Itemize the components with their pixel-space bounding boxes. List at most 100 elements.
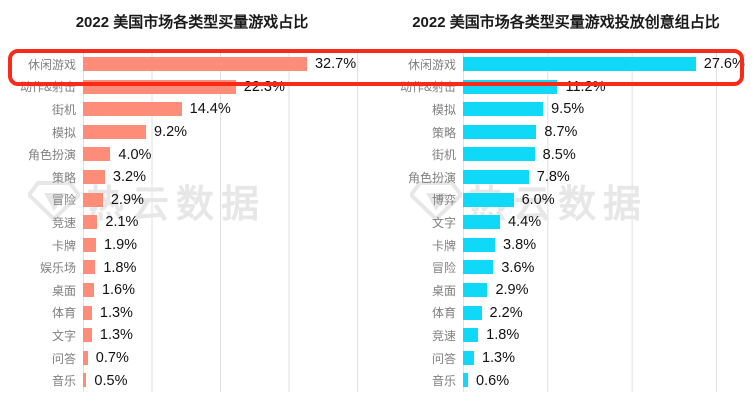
category-label: 文字 bbox=[51, 328, 76, 343]
bar-row: 策略 3.2% bbox=[6, 166, 378, 189]
bar bbox=[463, 237, 496, 252]
bar-track: 1.3% bbox=[463, 347, 716, 370]
bar-track: 32.7% bbox=[83, 53, 357, 76]
plot-area-right: 热云数据 休闲游戏 27.6% 动作&射击 11.2% 模拟 9.5% 策略 8.7% 街机 8.… bbox=[378, 53, 754, 392]
bar bbox=[463, 373, 469, 388]
bar-row: 音乐 0.5% bbox=[6, 369, 378, 392]
bar-rows-right: 休闲游戏 27.6% 动作&射击 11.2% 模拟 9.5% 策略 8.7% 街机 8.5% 角色扮… bbox=[378, 53, 754, 392]
bar-row: 动作&射击 11.2% bbox=[378, 76, 754, 99]
category-label: 动作&射击 bbox=[19, 80, 76, 95]
bar-row: 文字 4.4% bbox=[378, 211, 754, 234]
category-label: 体育 bbox=[51, 306, 76, 321]
chart-title-right: 2022 美国市场各类型买量游戏投放创意组占比 bbox=[412, 14, 720, 31]
bar-row: 策略 8.7% bbox=[378, 121, 754, 144]
bar bbox=[463, 57, 696, 71]
bar-row: 桌面 1.6% bbox=[6, 279, 378, 302]
value-label: 6.0% bbox=[521, 191, 555, 208]
category-label: 竞速 bbox=[431, 328, 456, 343]
value-label: 1.8% bbox=[486, 327, 520, 344]
value-label: 1.3% bbox=[99, 304, 133, 321]
value-label: 2.9% bbox=[110, 191, 144, 208]
bar-row: 动作&射击 22.3% bbox=[6, 76, 378, 99]
bar-track: 6.0% bbox=[463, 189, 716, 212]
value-label: 14.4% bbox=[189, 101, 231, 118]
plot-area-left: 热云数据 休闲游戏 32.7% 动作&射击 22.3% 街机 14.4% 模拟 9.2% 角色扮… bbox=[6, 53, 378, 392]
bar-row: 模拟 9.5% bbox=[378, 98, 754, 121]
bar bbox=[463, 124, 537, 139]
bar bbox=[463, 260, 494, 275]
category-label: 模拟 bbox=[51, 125, 76, 140]
chart-title-left: 2022 美国市场各类型买量游戏占比 bbox=[75, 14, 309, 31]
bar-track: 4.0% bbox=[83, 143, 357, 166]
bar-track: 8.5% bbox=[463, 143, 716, 166]
bar bbox=[83, 147, 111, 162]
value-label: 3.2% bbox=[112, 169, 146, 186]
bar-track: 3.2% bbox=[83, 166, 357, 189]
bar-row: 体育 1.3% bbox=[6, 302, 378, 325]
value-label: 0.7% bbox=[95, 350, 129, 367]
value-label: 4.0% bbox=[118, 146, 152, 163]
category-label: 博弈 bbox=[431, 193, 456, 208]
bar bbox=[463, 215, 501, 230]
category-label: 卡牌 bbox=[431, 238, 456, 253]
bar-track: 1.8% bbox=[83, 256, 357, 279]
value-label: 1.8% bbox=[103, 259, 137, 276]
bar-row: 街机 14.4% bbox=[6, 98, 378, 121]
category-label: 音乐 bbox=[431, 374, 456, 389]
bar-track: 27.6% bbox=[463, 53, 745, 76]
bar-track: 8.7% bbox=[463, 121, 716, 144]
category-label: 角色扮演 bbox=[27, 148, 76, 163]
bar-row: 卡牌 3.8% bbox=[378, 234, 754, 257]
bar-track: 14.4% bbox=[83, 98, 357, 121]
value-label: 3.8% bbox=[503, 237, 537, 254]
bar-row: 文字 1.3% bbox=[6, 324, 378, 347]
value-label: 2.1% bbox=[105, 214, 139, 231]
bar bbox=[83, 169, 105, 184]
category-label: 策略 bbox=[431, 125, 456, 140]
bar-row: 休闲游戏 32.7% bbox=[6, 53, 378, 76]
bar-row: 博弈 6.0% bbox=[378, 189, 754, 212]
bar bbox=[83, 192, 103, 207]
category-label: 角色扮演 bbox=[407, 170, 456, 185]
category-label: 街机 bbox=[431, 148, 456, 163]
bar-track: 3.6% bbox=[463, 256, 716, 279]
chart-game-share: 2022 美国市场各类型买量游戏占比 热云数据 休闲游戏 32.7% 动作&射击 22… bbox=[0, 12, 378, 392]
bar-row: 竞速 2.1% bbox=[6, 211, 378, 234]
value-label: 3.6% bbox=[501, 259, 535, 276]
category-label: 冒险 bbox=[431, 261, 456, 276]
bar-track: 7.8% bbox=[463, 166, 716, 189]
category-label: 桌面 bbox=[51, 283, 76, 298]
value-label: 0.6% bbox=[476, 372, 510, 389]
category-label: 音乐 bbox=[51, 374, 76, 389]
bar-row: 街机 8.5% bbox=[378, 143, 754, 166]
bar-row: 卡牌 1.9% bbox=[6, 234, 378, 257]
bar bbox=[463, 192, 514, 207]
bar-row: 问答 1.3% bbox=[378, 347, 754, 370]
bar bbox=[463, 350, 474, 365]
bar-row: 模拟 9.2% bbox=[6, 121, 378, 144]
bar-track: 22.3% bbox=[83, 76, 357, 99]
bar-track: 2.9% bbox=[83, 189, 357, 212]
bar-track: 1.3% bbox=[83, 324, 357, 347]
chart-creative-share: 2022 美国市场各类型买量游戏投放创意组占比 热云数据 休闲游戏 27.6% 动作… bbox=[378, 12, 754, 392]
category-label: 娱乐场 bbox=[39, 261, 76, 276]
category-label: 卡牌 bbox=[51, 238, 76, 253]
bar bbox=[83, 124, 147, 139]
bar bbox=[83, 350, 88, 365]
bar bbox=[83, 79, 236, 94]
bar bbox=[83, 102, 182, 117]
bar-track: 1.9% bbox=[83, 234, 357, 257]
bar-row: 竞速 1.8% bbox=[378, 324, 754, 347]
value-label: 8.5% bbox=[542, 146, 576, 163]
bar-row: 休闲游戏 27.6% bbox=[378, 53, 754, 76]
category-label: 模拟 bbox=[431, 102, 456, 117]
value-label: 4.4% bbox=[508, 214, 542, 231]
bar-row: 问答 0.7% bbox=[6, 347, 378, 370]
category-label: 冒险 bbox=[51, 193, 76, 208]
value-label: 8.7% bbox=[544, 124, 578, 141]
bar bbox=[83, 260, 96, 275]
bar-track: 0.7% bbox=[83, 347, 357, 370]
bar bbox=[83, 373, 87, 388]
value-label: 27.6% bbox=[703, 56, 745, 73]
bar-track: 2.2% bbox=[463, 302, 716, 325]
